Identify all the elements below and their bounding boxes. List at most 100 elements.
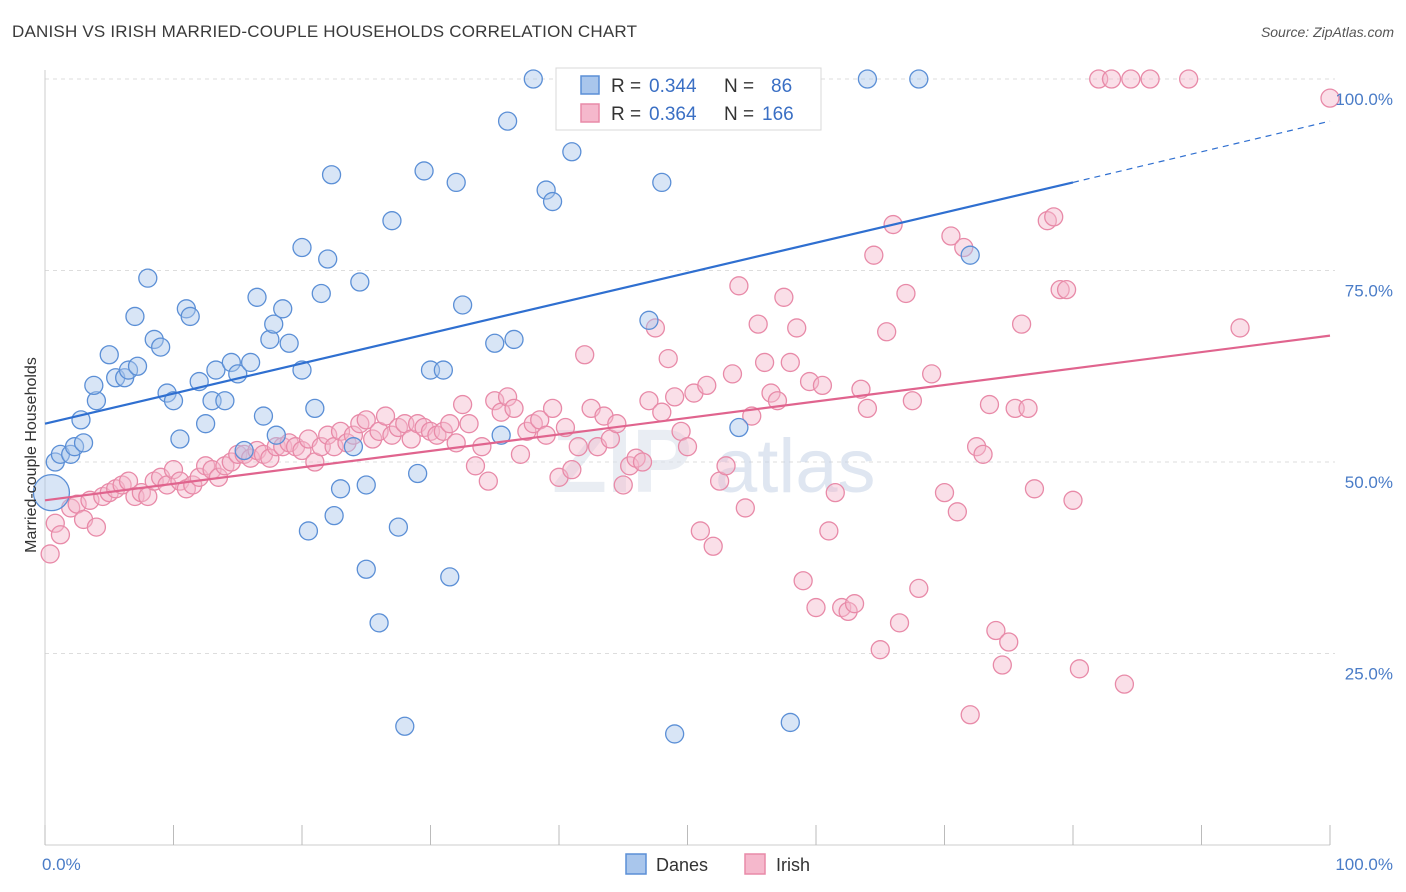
series-irish: [40, 69, 1340, 725]
legend-bottom-danes: Danes: [656, 855, 708, 875]
irish-point: [851, 379, 871, 399]
irish-point: [652, 402, 672, 422]
danes-point: [234, 440, 254, 461]
danes-point: [321, 165, 342, 185]
danes-point: [440, 567, 460, 587]
legend-n-value-irish: 166: [762, 104, 794, 125]
danes-point: [292, 360, 312, 380]
trend-line-irish: [44, 334, 1331, 502]
danes-point: [665, 724, 685, 744]
irish-point: [966, 437, 987, 457]
irish-point: [992, 655, 1012, 675]
danes-point: [273, 299, 293, 319]
y-tick-label: 100.0%: [1335, 90, 1393, 109]
irish-point: [986, 620, 1006, 641]
danes-point: [330, 479, 351, 499]
irish-point: [703, 536, 723, 556]
irish-point: [658, 348, 678, 369]
danes-point: [163, 391, 184, 411]
danes-point: [99, 345, 119, 365]
irish-point: [1011, 314, 1032, 334]
irish-point: [459, 414, 479, 434]
irish-point: [1024, 479, 1045, 499]
irish-point: [909, 578, 929, 599]
irish-point: [465, 456, 486, 476]
irish-point: [825, 482, 845, 503]
irish-point: [478, 471, 498, 491]
irish-point: [382, 425, 402, 445]
irish-point: [960, 705, 980, 725]
danes-point: [536, 180, 556, 200]
danes-point: [138, 268, 158, 288]
irish-point: [1069, 659, 1090, 679]
irish-point: [934, 482, 955, 503]
danes-point: [253, 406, 274, 426]
legend-bottom-swatch-irish: [744, 853, 766, 875]
irish-point: [864, 245, 884, 265]
legend-top: R = 0.344 N = 86 R = 0.364 N = 166: [555, 67, 822, 131]
irish-point: [780, 352, 800, 373]
irish-point: [697, 375, 717, 396]
danes-point: [221, 352, 241, 373]
irish-point: [1230, 318, 1250, 338]
danes-point: [86, 391, 107, 411]
irish-point: [613, 475, 633, 495]
irish-point: [607, 414, 627, 434]
irish-point: [1320, 88, 1340, 108]
danes-point: [73, 433, 94, 453]
danes-point: [311, 283, 331, 304]
series-danes: [32, 69, 980, 744]
danes-point: [909, 69, 929, 89]
trend-line-danes-extension: [1072, 120, 1331, 183]
y-tick-label: 25.0%: [1345, 665, 1393, 684]
legend-n-label-irish: N =: [724, 104, 754, 125]
danes-point: [125, 306, 145, 327]
legend-bottom-swatch-danes: [625, 853, 647, 875]
irish-point: [40, 544, 60, 564]
danes-point: [562, 142, 582, 162]
axes: [44, 70, 1331, 846]
danes-point: [433, 360, 454, 380]
legend-bottom: Danes Irish: [625, 853, 810, 875]
irish-point: [452, 394, 473, 415]
irish-point: [870, 640, 890, 660]
irish-point: [1044, 207, 1064, 227]
irish-point: [542, 398, 563, 419]
irish-point: [941, 226, 961, 246]
danes-point: [170, 429, 190, 449]
irish-point: [1140, 69, 1160, 89]
danes-point: [84, 375, 104, 396]
irish-point: [819, 521, 839, 541]
x-tick-label-min: 0.0%: [42, 855, 81, 874]
irish-point: [50, 525, 71, 545]
irish-point: [86, 517, 107, 537]
danes-point: [639, 310, 659, 330]
irish-point: [517, 421, 537, 442]
irish-point: [806, 597, 826, 618]
irish-point: [722, 364, 743, 384]
x-tick-label-max: 100.0%: [1335, 855, 1393, 874]
danes-point: [298, 521, 319, 541]
danes-point: [960, 245, 980, 265]
source-label: Source: ZipAtlas.com: [1260, 24, 1394, 40]
irish-point: [260, 448, 280, 468]
y-axis-label: Married-couple Households: [23, 357, 40, 553]
danes-point: [388, 517, 409, 537]
danes-point: [264, 314, 284, 334]
danes-point: [542, 191, 563, 212]
irish-point: [889, 613, 910, 633]
danes-point: [144, 329, 164, 350]
irish-point: [844, 594, 865, 614]
danes-point: [247, 287, 267, 307]
danes-point: [485, 333, 505, 353]
irish-point: [690, 521, 710, 541]
danes-point: [729, 417, 749, 438]
irish-point: [735, 498, 755, 518]
irish-point: [774, 287, 794, 307]
trend-line-danes: [44, 181, 1074, 425]
irish-point: [748, 314, 768, 334]
legend-r-label-irish: R =: [611, 104, 641, 125]
irish-point: [504, 398, 524, 419]
irish-point: [1179, 69, 1199, 89]
